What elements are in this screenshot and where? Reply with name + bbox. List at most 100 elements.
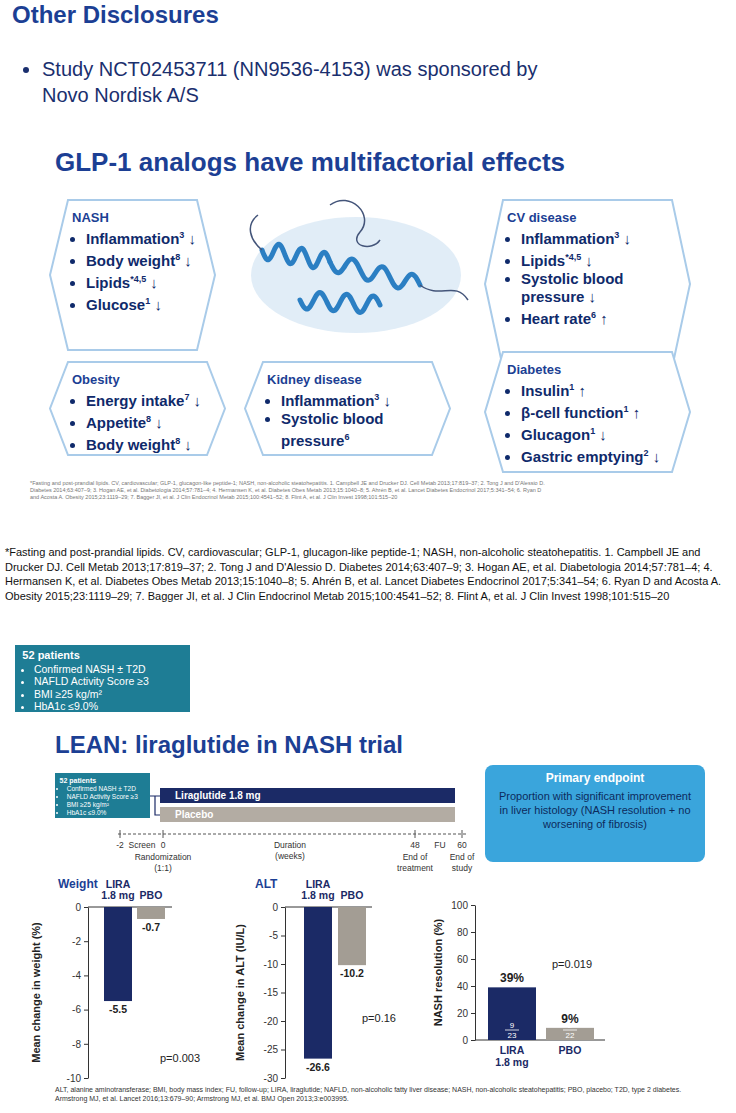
effect-ref: 6: [344, 432, 349, 442]
effect-item: Systolic blood pressure ↓: [521, 270, 672, 306]
footnote-reference: 8. Flint A, et al. J Clin Invest 1998;10…: [285, 494, 397, 500]
effect-arrow: ↓: [194, 392, 202, 409]
effect-arrow: ↓: [384, 392, 392, 409]
tick-label: -25: [264, 1044, 279, 1055]
tick-label: 80: [457, 927, 469, 938]
footnote-abbreviations: CV, cardiovascular; GLP-1, glucagon-like…: [111, 480, 328, 486]
category-label: PBO: [341, 889, 364, 901]
tick: 0: [462, 1035, 475, 1046]
patients-list: Confirmed NASH ± T2DNAFLD Activity Score…: [60, 785, 146, 817]
effect-label: Body weight: [86, 436, 175, 453]
footnote-reference: 3. Hogan AE, et al. Diabetologia 2014;57…: [93, 487, 211, 493]
effect-label: Heart rate: [521, 310, 591, 327]
disclosure: Study NCT02453711 (NN9536-4153) was spon…: [42, 56, 580, 108]
footnote-reference: 5. Ahrén B, et al. Lancet Diabetes Endoc…: [300, 575, 598, 587]
hexagon-text: CV diseaseInflammation3 ↓Lipids*4,5 ↓Sys…: [507, 210, 672, 328]
arm-bracket: [150, 796, 160, 815]
patients-box: 52 patientsConfirmed NASH ± T2DNAFLD Act…: [15, 645, 190, 712]
tick-mark: [471, 1040, 475, 1041]
disclosure-list: Study NCT02453711 (NN9536-4153) was spon…: [20, 56, 580, 108]
effect-arrow: ↓: [184, 436, 192, 453]
tick-mark: [281, 964, 285, 965]
chart: -10-8-6-4-20LIRA1.8 mgPBOWeightMean chan…: [30, 877, 200, 1084]
tick: -2: [72, 936, 88, 947]
effect-ref: 7: [184, 392, 189, 402]
hexagon-text: ObesityEnergy intake7 ↓Appetite8 ↓Body w…: [72, 372, 207, 454]
patients-item: HbA1c ≤9.0%: [34, 700, 183, 713]
tick-mark: [471, 905, 475, 906]
bars: [488, 987, 594, 1040]
tick-label: -20: [264, 1016, 279, 1027]
patients-item: Confirmed NASH ± T2D: [34, 663, 183, 676]
tick-mark: [471, 932, 475, 933]
effect-arrow: ↓: [653, 448, 661, 465]
molecule-helix: [330, 259, 420, 288]
box-title: NASH: [72, 210, 197, 226]
effect-item: Body weight8 ↓: [86, 248, 197, 270]
bar-numerator: 2: [568, 1021, 573, 1030]
box-title: Obesity: [72, 372, 207, 388]
tick-mark: [84, 907, 88, 908]
effect-arrow: ↓: [184, 252, 192, 269]
effect-label: Inflammation: [281, 392, 374, 409]
footnote-reference: 3. Hogan AE, et al. Diabetologia 2014;57…: [465, 561, 700, 573]
effect-label: Glucagon: [521, 426, 590, 443]
tick-label: -5: [269, 930, 278, 941]
bars: [104, 907, 165, 1001]
molecule-illustration: [250, 200, 468, 333]
data-label: 39%: [500, 971, 524, 985]
tick: 0: [272, 902, 285, 913]
molecule-helix: [300, 293, 380, 313]
chart: 020406080100LIRA1.8 mgPBOPrimary endpoin…: [432, 765, 705, 1068]
y-axis-title: NASH resolution (%): [432, 918, 444, 1026]
footnote-reference: 4. Hermansen K, et al. Diabetes Obes Met…: [212, 487, 364, 493]
effect-arrow: ↓: [599, 426, 607, 443]
y-axis: 020406080100: [451, 900, 475, 1046]
patients-list: Confirmed NASH ± T2DNAFLD Activity Score…: [22, 663, 182, 713]
effect-item: Body weight8 ↓: [86, 432, 207, 454]
effect-item: Inflammation3 ↓: [521, 226, 672, 248]
chart-title: Primary endpoint: [546, 771, 645, 785]
timeline-label: -2: [116, 840, 124, 850]
hexagon: [50, 200, 215, 350]
footnote-note: *Fasting and post-prandial lipids.: [5, 546, 165, 558]
effect-item: Gastric emptying2 ↓: [521, 444, 672, 466]
effect-label: Lipids: [86, 274, 130, 291]
effect-item: Appetite8 ↓: [86, 410, 207, 432]
effect-ref: 1: [569, 382, 574, 392]
category-label: LIRA1.8 mg: [101, 878, 134, 901]
effect-ref: 3: [614, 230, 619, 240]
effect-ref: 8: [146, 414, 151, 424]
endpoint-box: [485, 765, 705, 862]
effect-arrow: ↓: [624, 230, 632, 247]
tick: -10: [264, 959, 285, 970]
trial-design: Liraglutide 1.8 mgPlacebo-204860ScreenRa…: [116, 788, 475, 873]
effect-label: Inflammation: [521, 230, 614, 247]
timeline-caption: Randomization: [135, 852, 192, 862]
tick-label: 100: [451, 900, 468, 911]
effect-list: Insulin1 ↑β-cell function1 ↑Glucagon1 ↓G…: [507, 378, 672, 466]
effect-label: β-cell function: [521, 404, 624, 421]
effect-label: Inflammation: [86, 230, 179, 247]
chart: -30-25-20-15-10-50LIRA1.8 mgPBOALTMean c…: [234, 877, 396, 1084]
footnote-note: *Fasting and post-prandial lipids.: [30, 480, 110, 486]
footnote: *Fasting and post-prandial lipids. CV, c…: [5, 545, 731, 603]
tick-label: -30: [264, 1073, 279, 1084]
tick-mark: [281, 936, 285, 937]
effect-item: Inflammation3 ↓: [281, 388, 432, 410]
timeline-label: 48: [410, 840, 420, 850]
effect-ref: 2: [644, 448, 649, 458]
tick-label: 20: [457, 1008, 469, 1019]
tick: 80: [457, 927, 475, 938]
effect-label: Lipids: [521, 252, 565, 269]
tick: -15: [264, 987, 285, 998]
arm-label: Liraglutide 1.8 mg: [175, 790, 261, 801]
tick: 60: [457, 954, 475, 965]
hexagon: [245, 362, 450, 455]
effect-label: Body weight: [86, 252, 175, 269]
tick-label: -4: [72, 970, 81, 981]
chart-title: Weight: [58, 877, 98, 891]
effect-label: Systolic blood pressure: [281, 410, 384, 449]
bar: [304, 907, 332, 1059]
effect-label: Appetite: [86, 414, 146, 431]
